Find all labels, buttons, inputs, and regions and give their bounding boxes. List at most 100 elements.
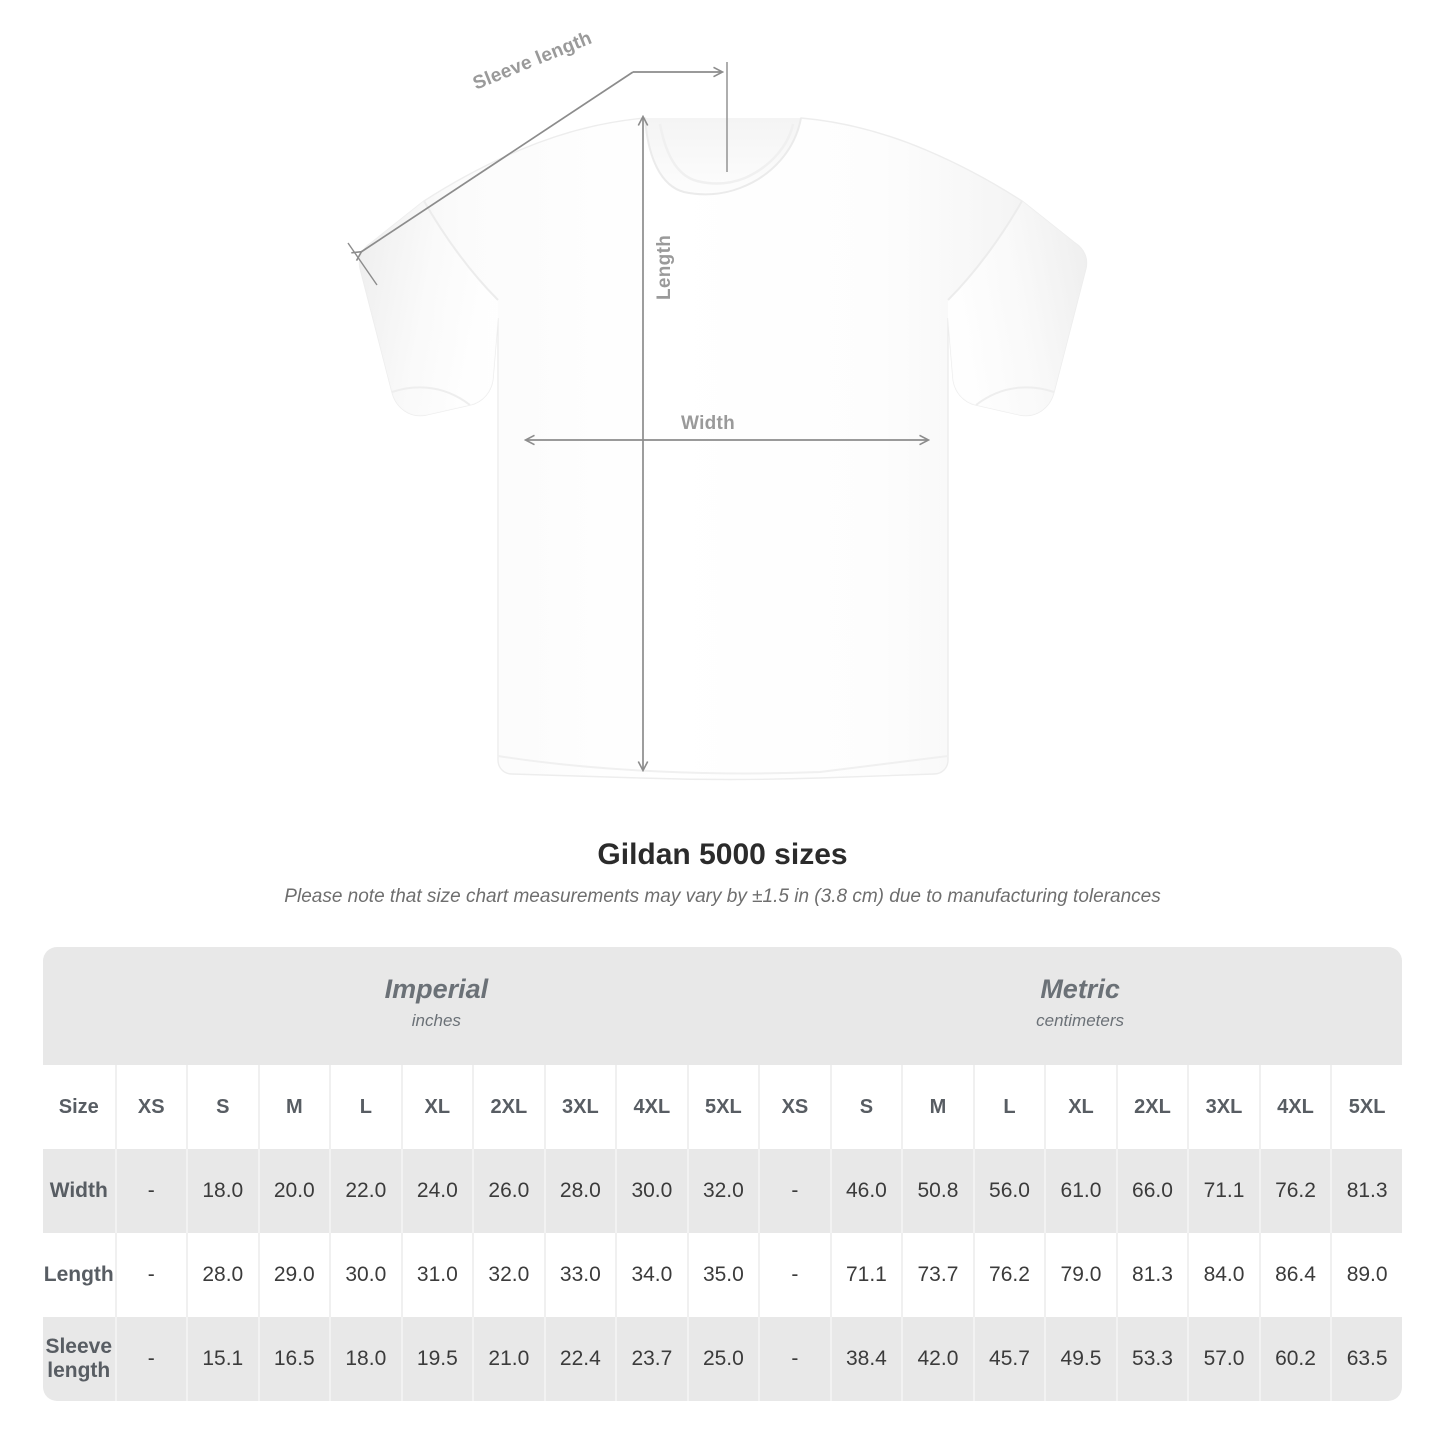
tshirt-diagram: Sleeve length Length Width	[347, 28, 1088, 781]
page-title: Gildan 5000 sizes	[597, 838, 848, 871]
cell-length-metric-xl: 79.0	[1044, 1233, 1116, 1317]
cell-width-metric-xs: -	[758, 1149, 830, 1233]
cell-width-imperial-xs: -	[114, 1149, 187, 1233]
tshirt-silhouette	[358, 117, 1088, 781]
cell-width-imperial-s: 18.0	[186, 1149, 258, 1233]
cell-width-imperial-2xl: 26.0	[472, 1149, 544, 1233]
size-header-imperial-m: M	[257, 1065, 330, 1149]
table-row: Width - 18.0 20.0 22.0 24.0 26.0 28.0 30…	[43, 1149, 1402, 1233]
cell-length-imperial-l: 30.0	[329, 1233, 401, 1317]
unit-imperial-sub: inches	[411, 1010, 461, 1030]
cell-sleeve-imperial-5xl: 25.0	[686, 1317, 759, 1401]
size-table-container: Imperial inches Metric centimeters Size …	[43, 947, 1402, 1401]
cell-width-metric-l: 56.0	[972, 1149, 1045, 1233]
cell-sleeve-metric-2xl: 53.3	[1115, 1317, 1188, 1401]
cell-sleeve-metric-xs: -	[758, 1317, 830, 1401]
length-label: Length	[654, 234, 675, 300]
cell-length-metric-3xl: 84.0	[1187, 1233, 1259, 1317]
cell-width-metric-xl: 61.0	[1044, 1149, 1116, 1233]
size-header-metric-xl: XL	[1044, 1065, 1116, 1149]
size-header-imperial-5xl: 5XL	[686, 1065, 759, 1149]
cell-width-imperial-xl: 24.0	[400, 1149, 473, 1233]
cell-width-metric-2xl: 66.0	[1115, 1149, 1188, 1233]
cell-length-metric-m: 73.7	[901, 1233, 973, 1317]
cell-width-metric-5xl: 81.3	[1330, 1149, 1402, 1233]
cell-length-metric-5xl: 89.0	[1330, 1233, 1402, 1317]
sleeve-tick-left	[347, 242, 378, 286]
cell-width-metric-3xl: 71.1	[1187, 1149, 1259, 1233]
cell-sleeve-imperial-xl: 19.5	[400, 1317, 473, 1401]
table-row: Length - 28.0 29.0 30.0 31.0 32.0 33.0 3…	[43, 1233, 1402, 1317]
tshirt-sleeve-right	[948, 201, 1087, 416]
cell-sleeve-metric-5xl: 63.5	[1330, 1317, 1402, 1401]
row-label-length: Length	[43, 1233, 115, 1317]
tshirt-body	[358, 117, 1088, 781]
tshirt-bottom-hem	[497, 755, 949, 775]
collar-ribbing	[658, 123, 795, 185]
size-header-label: Size	[43, 1065, 115, 1149]
cell-width-metric-4xl: 76.2	[1258, 1149, 1331, 1233]
cell-width-imperial-m: 20.0	[257, 1149, 330, 1233]
unit-metric-name: Metric	[1040, 974, 1120, 1005]
size-header-imperial-s: S	[186, 1065, 258, 1149]
cell-width-imperial-3xl: 28.0	[543, 1149, 616, 1233]
size-header-metric-m: M	[901, 1065, 973, 1149]
size-header-imperial-l: L	[329, 1065, 401, 1149]
cell-sleeve-imperial-m: 16.5	[257, 1317, 330, 1401]
cell-sleeve-metric-3xl: 57.0	[1187, 1317, 1259, 1401]
table-row: Sleeve length - 15.1 16.5 18.0 19.5 21.0…	[43, 1317, 1402, 1401]
row-label-width: Width	[43, 1149, 115, 1233]
cell-sleeve-imperial-s: 15.1	[186, 1317, 258, 1401]
dimension-annotations	[347, 62, 928, 770]
size-header-metric-2xl: 2XL	[1115, 1065, 1188, 1149]
cell-sleeve-imperial-xs: -	[114, 1317, 187, 1401]
cell-sleeve-metric-4xl: 60.2	[1258, 1317, 1331, 1401]
cell-sleeve-imperial-3xl: 22.4	[543, 1317, 616, 1401]
unit-imperial-cell: Imperial inches	[114, 947, 759, 1065]
cell-length-metric-s: 71.1	[829, 1233, 902, 1317]
cell-length-metric-4xl: 86.4	[1258, 1233, 1331, 1317]
unit-imperial-name: Imperial	[384, 974, 489, 1005]
cell-sleeve-imperial-4xl: 23.7	[615, 1317, 687, 1401]
unit-metric-cell: Metric centimeters	[758, 947, 1402, 1065]
unit-metric-sub: centimeters	[1036, 1010, 1125, 1030]
cell-width-metric-s: 46.0	[829, 1149, 902, 1233]
size-header-imperial-xs: XS	[114, 1065, 187, 1149]
size-header-row: Size XS S M L XL 2XL 3XL 4XL 5XL XS S M …	[43, 1065, 1402, 1149]
row-label-sleeve-length: Sleeve length	[43, 1317, 115, 1401]
size-header-metric-xs: XS	[758, 1065, 830, 1149]
cell-sleeve-metric-l: 45.7	[972, 1317, 1045, 1401]
tshirt-sleeve-left	[359, 201, 498, 416]
cell-length-imperial-xl: 31.0	[400, 1233, 473, 1317]
sleeve-hem-left	[391, 386, 471, 406]
size-table: Imperial inches Metric centimeters Size …	[43, 947, 1402, 1401]
cell-sleeve-imperial-l: 18.0	[329, 1317, 401, 1401]
sleeve-length-arrow	[361, 71, 634, 252]
cell-length-imperial-5xl: 35.0	[686, 1233, 759, 1317]
width-label: Width	[681, 413, 736, 434]
cell-length-imperial-2xl: 32.0	[472, 1233, 544, 1317]
cell-width-imperial-4xl: 30.0	[615, 1149, 687, 1233]
cell-sleeve-imperial-2xl: 21.0	[472, 1317, 544, 1401]
cell-length-metric-xs: -	[758, 1233, 830, 1317]
sleeve-hem-right	[975, 386, 1055, 406]
cell-length-imperial-3xl: 33.0	[543, 1233, 616, 1317]
cell-sleeve-metric-m: 42.0	[901, 1317, 973, 1401]
tolerance-note: Please note that size chart measurements…	[284, 886, 1161, 907]
cell-sleeve-metric-xl: 49.5	[1044, 1317, 1116, 1401]
size-header-metric-5xl: 5XL	[1330, 1065, 1402, 1149]
unit-spacer-left	[43, 947, 115, 1065]
heading-block: Gildan 5000 sizes Please note that size …	[0, 838, 1445, 908]
unit-header-row: Imperial inches Metric centimeters	[43, 947, 1402, 1065]
cell-length-imperial-4xl: 34.0	[615, 1233, 687, 1317]
sleeve-seam-right	[947, 200, 1023, 301]
size-header-metric-s: S	[829, 1065, 902, 1149]
cell-length-metric-l: 76.2	[972, 1233, 1045, 1317]
sleeve-seam-left	[423, 200, 499, 301]
cell-width-imperial-l: 22.0	[329, 1149, 401, 1233]
cell-length-metric-2xl: 81.3	[1115, 1233, 1188, 1317]
size-header-metric-3xl: 3XL	[1187, 1065, 1259, 1149]
cell-length-imperial-m: 29.0	[257, 1233, 330, 1317]
cell-length-imperial-xs: -	[114, 1233, 187, 1317]
